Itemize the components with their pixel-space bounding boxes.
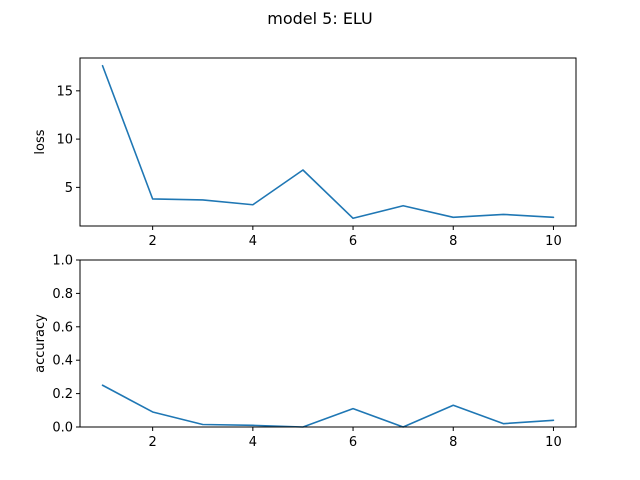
loss-y-tick-label: 5 xyxy=(65,181,73,196)
accuracy-y-tick-label: 0.2 xyxy=(52,387,73,402)
loss-y-axis-label: loss xyxy=(33,129,48,154)
loss-series-line xyxy=(101,64,555,220)
accuracy-subplot: 2 4 6 8 10 0.0 0.2 0.4 0.6 0.8 1.0 accuracy xyxy=(33,254,577,450)
loss-axes-frame xyxy=(79,57,577,227)
accuracy-x-tick-label: 2 xyxy=(149,435,157,450)
accuracy-x-tick-label: 4 xyxy=(249,435,257,450)
loss-x-tick-label: 4 xyxy=(249,234,257,249)
accuracy-y-tick-label: 1.0 xyxy=(52,254,73,269)
accuracy-y-tick-label: 0.0 xyxy=(52,421,73,436)
loss-x-tick-label: 10 xyxy=(545,234,562,249)
accuracy-series-line xyxy=(101,384,555,428)
accuracy-x-tick-label: 6 xyxy=(349,435,357,450)
accuracy-y-tick-label: 0.8 xyxy=(52,287,73,302)
accuracy-x-tick-label: 10 xyxy=(545,435,562,450)
loss-subplot: 2 4 6 8 10 5 10 15 loss xyxy=(33,57,577,249)
accuracy-x-tick-label: 8 xyxy=(449,435,457,450)
accuracy-y-tick-label: 0.4 xyxy=(52,354,73,369)
accuracy-axes-frame xyxy=(79,259,577,428)
loss-y-tick-label: 10 xyxy=(56,133,73,148)
loss-x-tick-label: 6 xyxy=(349,234,357,249)
loss-y-tick-label: 15 xyxy=(56,84,73,99)
figure-title: model 5: ELU xyxy=(267,9,373,28)
loss-x-tick-label: 8 xyxy=(449,234,457,249)
loss-x-tick-label: 2 xyxy=(149,234,157,249)
accuracy-y-axis-label: accuracy xyxy=(33,314,48,373)
accuracy-y-tick-label: 0.6 xyxy=(52,320,73,335)
